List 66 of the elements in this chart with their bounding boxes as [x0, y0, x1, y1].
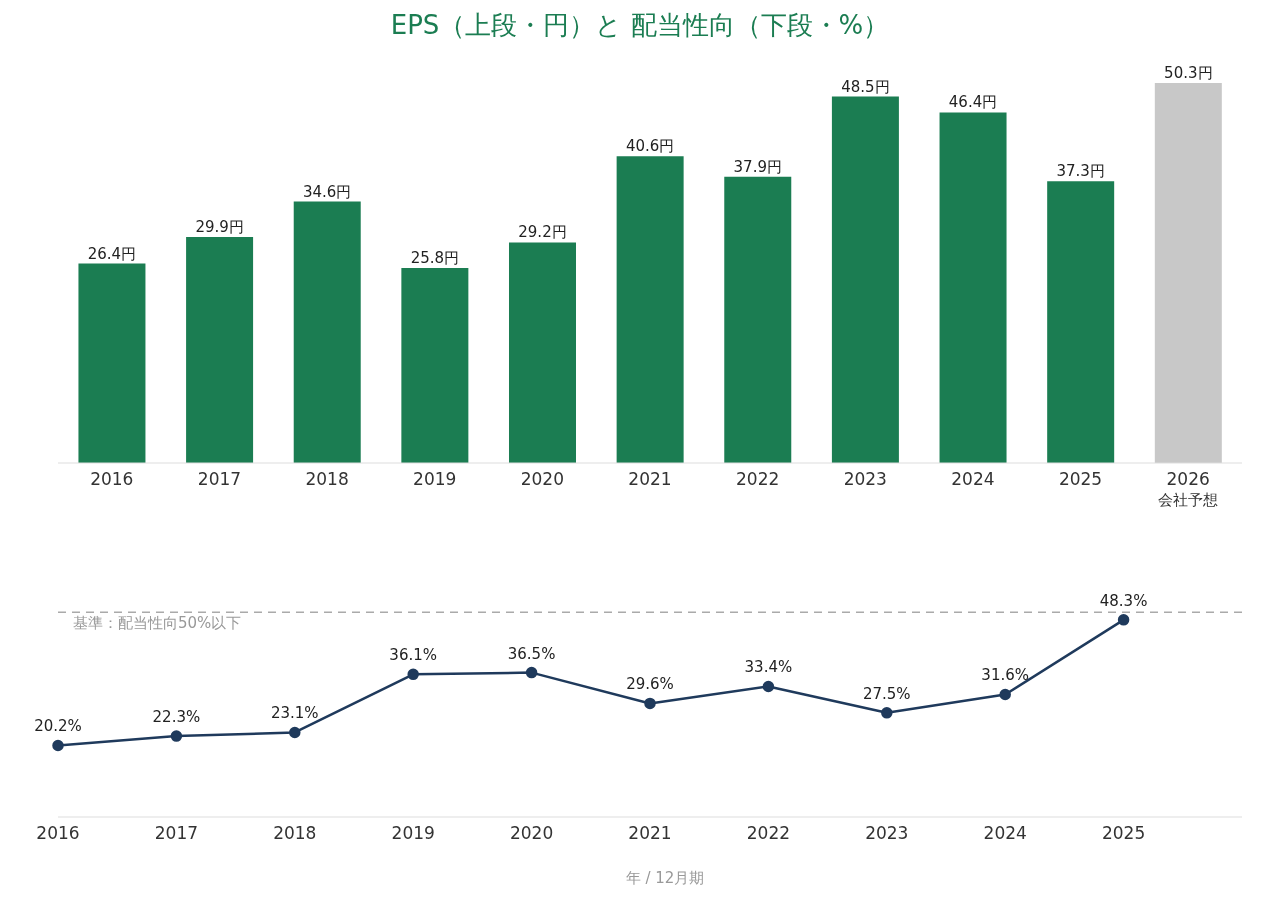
data-label: 23.1%	[270, 704, 319, 723]
point	[1117, 614, 1130, 626]
bar	[186, 237, 254, 463]
data-label: 26.4円	[87, 244, 137, 263]
x-tick-label: 2017	[154, 823, 199, 843]
point	[999, 688, 1011, 701]
point	[881, 707, 893, 719]
x-tick-label: 2016	[90, 469, 134, 489]
data-label: 22.3%	[152, 708, 201, 727]
x-tick-label: 2021	[628, 469, 672, 489]
x-tick-label: 2023	[843, 469, 887, 489]
data-label: 31.6%	[981, 666, 1030, 685]
data-label: 48.3%	[1099, 591, 1148, 610]
data-label: 36.1%	[389, 646, 438, 665]
data-label: 50.3円	[1164, 64, 1213, 82]
x-tick-label: 2025	[1058, 469, 1103, 489]
x-tick-label: 2020	[509, 823, 554, 843]
x-tick-label: 2021	[628, 823, 672, 843]
data-label: 20.2%	[34, 717, 82, 736]
data-label: 29.2円	[518, 223, 567, 242]
x-tick-label: 2017	[197, 469, 242, 489]
chart-title: EPS（上段・円）と 配当性向（下段・%）	[389, 9, 891, 42]
x-tick-label: 2025	[1101, 823, 1146, 843]
bar	[724, 176, 792, 463]
x-tick-label: 2022	[746, 823, 791, 843]
data-label: 29.9円	[195, 218, 244, 237]
data-label: 36.5%	[507, 644, 556, 663]
ref-line-label: 基準：配当性向50%以下	[73, 613, 242, 632]
x-tick-label: 2016	[36, 823, 80, 843]
x-tick-label: 2020	[520, 469, 564, 489]
x-axis-title: 年 / 12月期	[624, 869, 706, 888]
data-label: 25.8円	[410, 249, 460, 268]
point	[52, 739, 64, 752]
bar	[939, 112, 1007, 463]
data-label: 37.9円	[733, 157, 782, 176]
data-label: 33.4%	[744, 658, 793, 677]
data-label: 40.6円	[625, 137, 675, 156]
bar	[831, 96, 899, 463]
point	[170, 730, 183, 742]
bar	[293, 201, 361, 463]
bar	[509, 242, 576, 463]
x-tick-label: 2022	[736, 469, 780, 489]
point	[762, 680, 775, 693]
data-label: 34.6円	[303, 182, 352, 201]
point	[525, 666, 538, 679]
data-label: 29.6%	[626, 675, 674, 694]
x-tick-label: 2018	[305, 469, 349, 489]
x-tick-label: 2026 会社予想	[1158, 469, 1219, 509]
data-label: 48.5円	[841, 77, 890, 96]
data-label: 27.5%	[862, 684, 911, 703]
bar	[78, 263, 146, 463]
point	[407, 668, 419, 681]
bar	[401, 268, 469, 463]
x-tick-label: 2019	[413, 469, 457, 489]
x-tick-label: 2024	[983, 823, 1027, 843]
data-label: 46.4円	[948, 93, 998, 112]
x-tick-label: 2023	[865, 823, 909, 843]
x-tick-label: 2018	[273, 823, 317, 843]
point	[289, 726, 301, 739]
x-tick-label: 2019	[391, 823, 435, 843]
x-tick-label: 2024	[951, 469, 995, 489]
bar	[1047, 181, 1115, 463]
point	[644, 697, 656, 710]
bar	[616, 156, 684, 463]
data-label: 37.3円	[1056, 162, 1105, 181]
bar	[1154, 83, 1222, 463]
